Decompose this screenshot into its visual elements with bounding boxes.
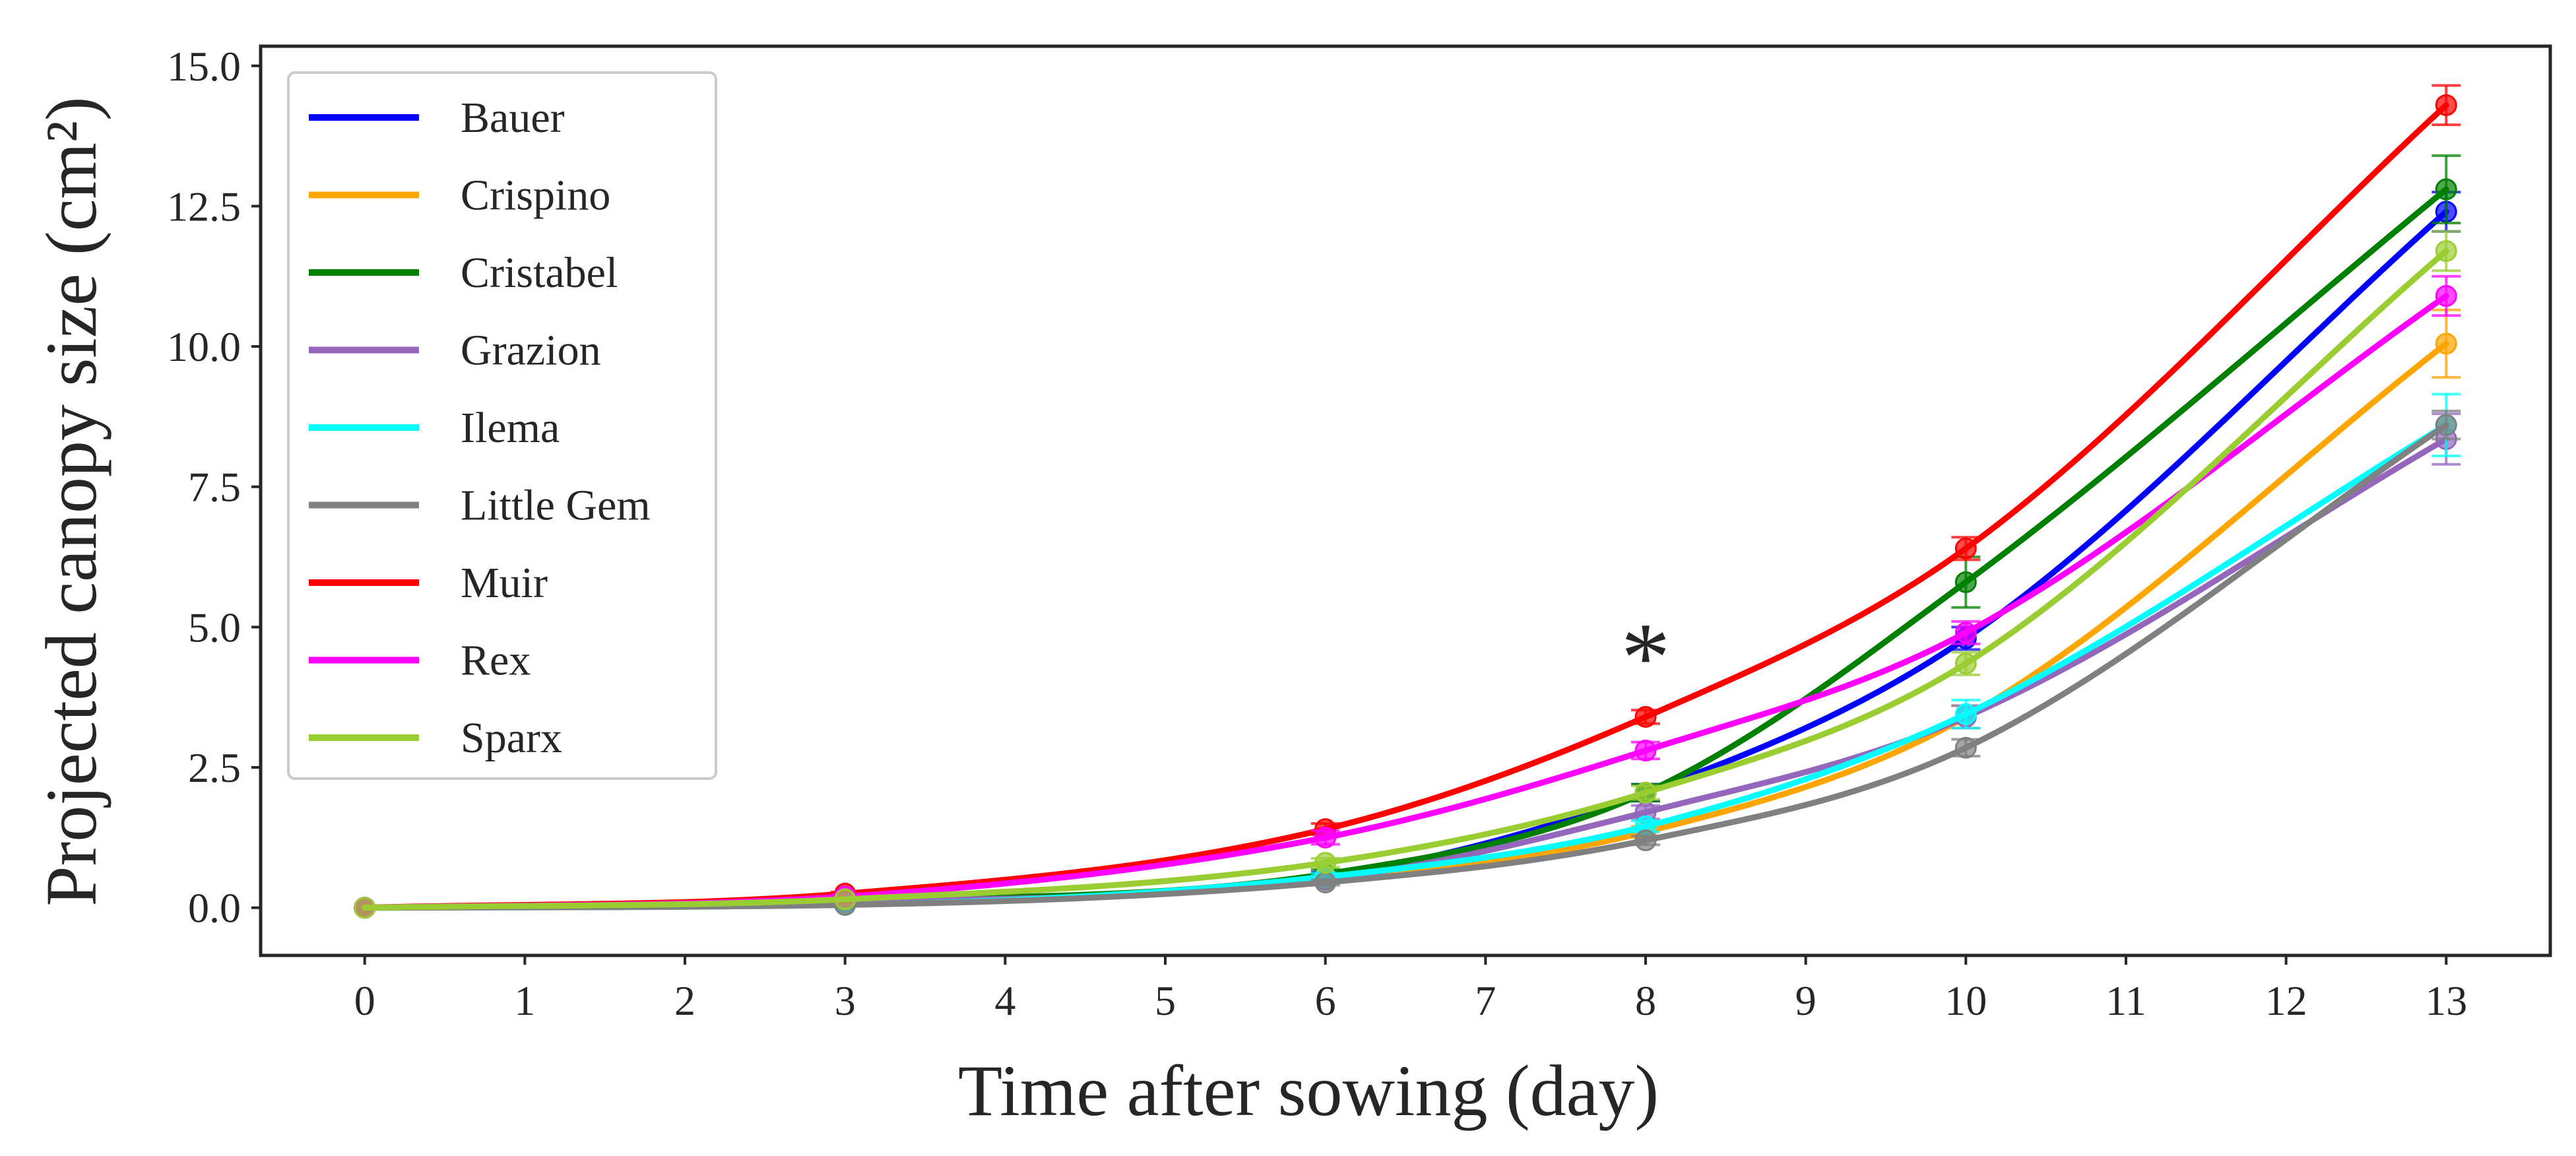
legend-item-crispino: Crispino [309, 172, 610, 220]
x-tick-label: 8 [1635, 977, 1656, 1024]
y-tick-label: 7.5 [188, 464, 241, 511]
legend-item-little-gem: Little Gem [309, 482, 651, 530]
point-cristabel [2435, 178, 2457, 201]
x-axis-ticks: 0 1 2 3 4 5 6 7 8 9 10 11 12 13 [354, 955, 2467, 1024]
point-sparx [834, 888, 856, 911]
x-tick-label: 10 [1945, 977, 1987, 1024]
point-sparx [1634, 781, 1657, 804]
x-tick-label: 13 [2425, 977, 2467, 1024]
legend-label: Little Gem [461, 482, 651, 530]
x-tick-label: 6 [1315, 977, 1336, 1024]
line-little-gem [362, 422, 2449, 911]
x-tick-label: 3 [835, 977, 856, 1024]
point-sparx [1954, 653, 1977, 675]
y-axis-title: Projected canopy size (cm²) [31, 96, 112, 906]
x-tick-label: 1 [514, 977, 535, 1024]
point-sparx [2435, 240, 2457, 262]
x-tick-label: 7 [1475, 977, 1496, 1024]
x-tick-label: 9 [1795, 977, 1817, 1024]
plot-frame [259, 44, 2552, 957]
point-crispino [2435, 333, 2457, 355]
point-cristabel [1954, 571, 1977, 593]
point-muir [2435, 94, 2457, 116]
point-little-gem [1954, 736, 1977, 759]
y-tick-label: 10.0 [167, 323, 241, 370]
point-sparx [354, 897, 376, 919]
point-sparx [1314, 852, 1337, 874]
legend-label: Rex [461, 637, 531, 685]
series-little-gem [354, 409, 2461, 919]
y-tick-label: 2.5 [188, 744, 241, 791]
legend-label: Grazion [461, 327, 601, 375]
legend-item-muir: Muir [309, 559, 548, 607]
legend-box [287, 71, 717, 780]
y-axis-ticks: 0.0 2.5 5.0 7.5 10.0 12.5 15.0 [167, 43, 261, 932]
x-tick-label: 2 [674, 977, 695, 1024]
point-rex [1634, 740, 1657, 762]
x-axis-title: Time after sowing (day) [958, 1050, 1659, 1131]
legend-label: Muir [461, 559, 548, 607]
point-muir [1634, 705, 1657, 728]
point-little-gem [1634, 829, 1657, 852]
point-muir [1954, 537, 1977, 560]
legend-label: Sparx [461, 714, 562, 762]
x-tick-label: 12 [2265, 977, 2307, 1024]
legend-label: Ilema [461, 404, 560, 452]
series-sparx [354, 230, 2461, 919]
series-layer [354, 84, 2461, 919]
line-sparx [362, 248, 2449, 911]
legend-item-sparx: Sparx [309, 714, 562, 762]
x-tick-label: 11 [2106, 977, 2146, 1024]
legend: Bauer Crispino Cristabel Grazion Ilema Little… [287, 71, 717, 780]
legend-item-rex: Rex [309, 637, 531, 685]
legend-item-ilema: Ilema [309, 404, 560, 452]
y-tick-label: 5.0 [188, 604, 241, 651]
legend-label: Crispino [461, 172, 610, 220]
point-little-gem [2435, 414, 2457, 436]
x-tick-label: 4 [994, 977, 1015, 1024]
x-tick-label: 0 [354, 977, 375, 1024]
legend-label: Cristabel [461, 249, 618, 297]
x-tick-label: 5 [1155, 977, 1176, 1024]
point-rex [1314, 826, 1337, 849]
point-ilema [1954, 703, 1977, 725]
legend-item-grazion: Grazion [309, 327, 601, 375]
legend-item-bauer: Bauer [309, 94, 565, 142]
annotation-layer: * [1621, 602, 1670, 712]
y-tick-label: 0.0 [188, 885, 241, 932]
legend-label: Bauer [461, 94, 565, 142]
legend-item-cristabel: Cristabel [309, 249, 618, 297]
significance-asterisk: * [1621, 602, 1670, 712]
point-rex [2435, 285, 2457, 307]
y-tick-label: 12.5 [167, 183, 241, 230]
point-little-gem [1314, 871, 1337, 893]
point-rex [1954, 622, 1977, 644]
y-tick-label: 15.0 [167, 43, 241, 90]
